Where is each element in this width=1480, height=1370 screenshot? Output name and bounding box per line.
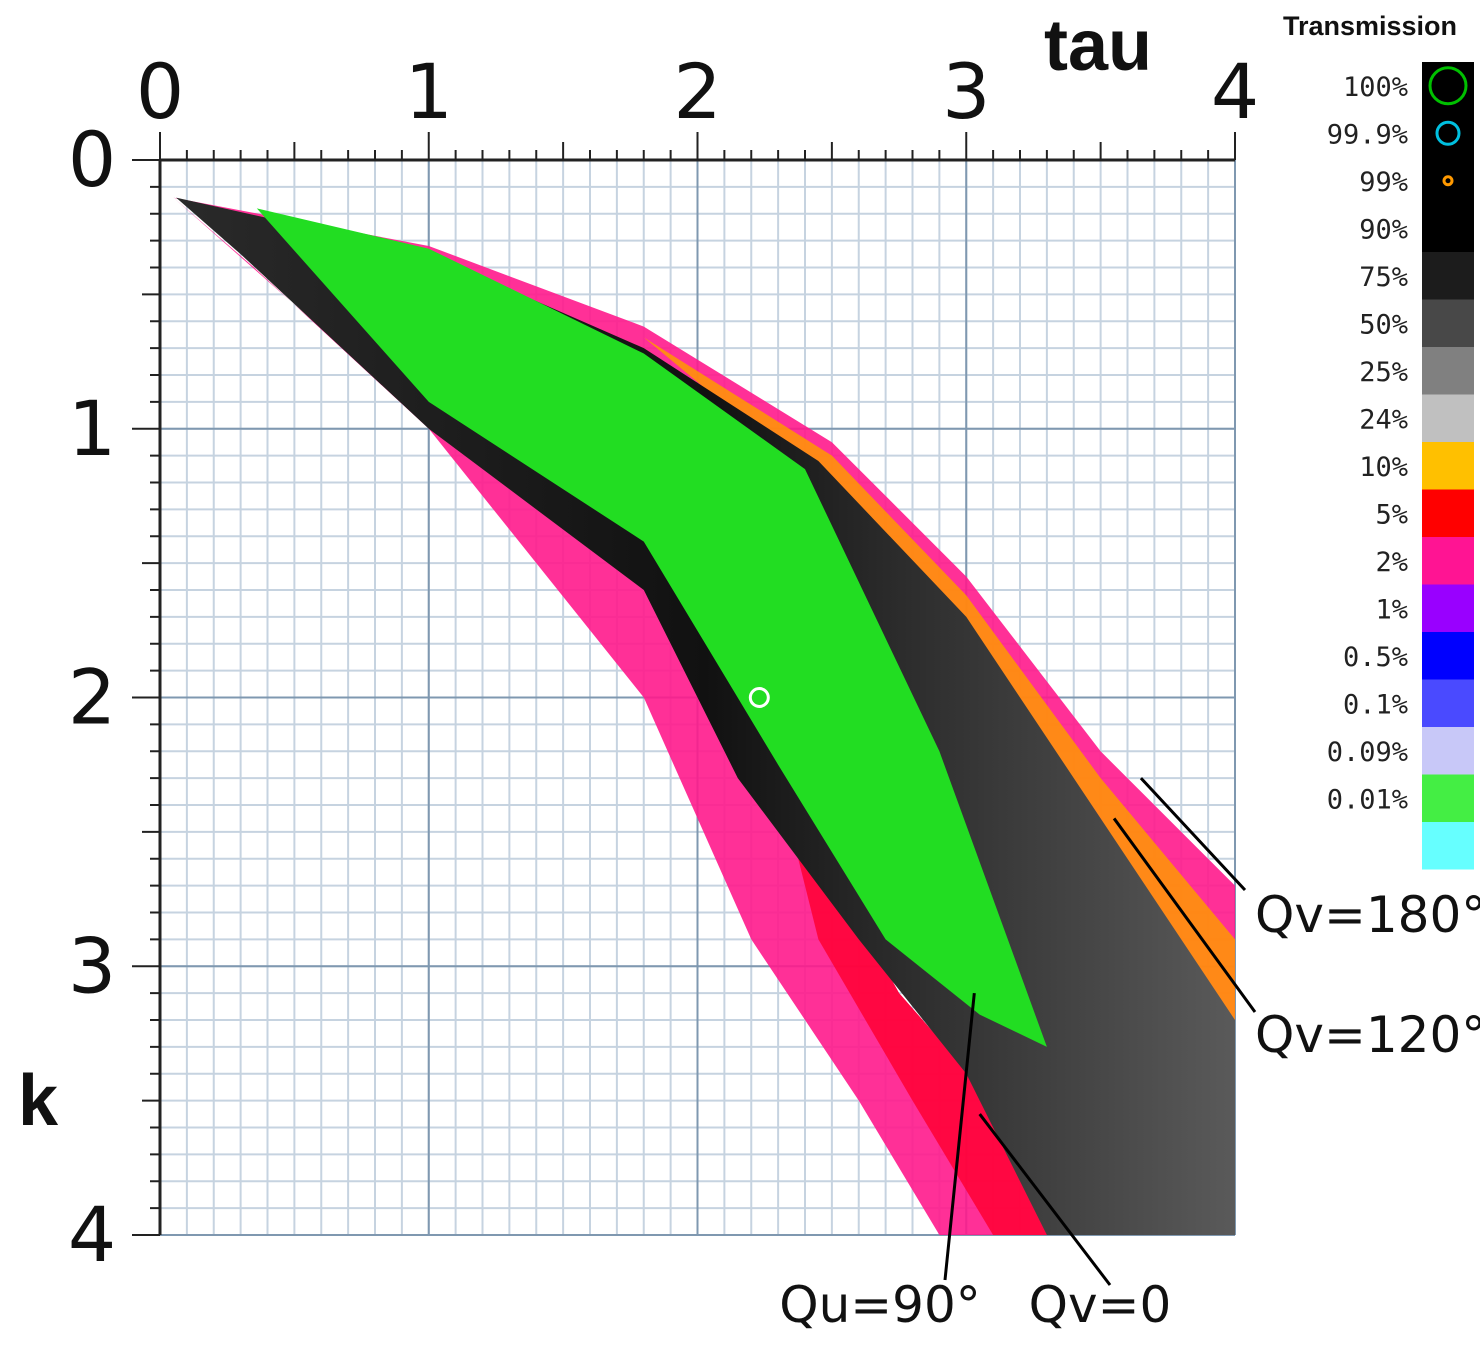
annotation-leader — [1112, 817, 1257, 1013]
legend-label: 10% — [1359, 452, 1408, 483]
legend-swatch — [1422, 489, 1474, 537]
legend-swatch — [1422, 584, 1474, 632]
legend-swatch — [1422, 822, 1474, 870]
x-tick-label: 3 — [942, 47, 990, 136]
marker-point — [748, 687, 770, 708]
annotation-label: Qv=180° — [1255, 886, 1480, 944]
legend-swatch — [1422, 204, 1474, 252]
annotation-leader — [978, 1113, 1112, 1286]
annotations: Qv=180° Qv=120° Qu=90° Qv=0 — [779, 777, 1480, 1334]
legend-label: 99.9% — [1327, 119, 1408, 150]
legend-swatch — [1422, 347, 1474, 395]
y-tick-label: 2 — [68, 653, 116, 742]
axes — [132, 132, 1236, 1236]
legend-marker — [1442, 175, 1454, 187]
x-ticks: 0 1 2 3 4 — [136, 47, 1259, 136]
annotation-leader — [943, 992, 976, 1281]
y-tick-label: 0 — [68, 115, 116, 204]
legend-label: 25% — [1359, 357, 1408, 388]
legend-marker — [1428, 66, 1468, 106]
x-tick-label: 1 — [405, 47, 453, 136]
y-tick-label: 1 — [68, 384, 116, 473]
legend-swatch — [1422, 252, 1474, 300]
annotation-label: Qv=120° — [1255, 1006, 1480, 1064]
legend-swatch — [1422, 157, 1474, 205]
legend-swatch — [1422, 632, 1474, 680]
annotation-label: Qu=90° — [779, 1276, 981, 1334]
band-green-100 — [256, 208, 1047, 1047]
legend-swatch — [1422, 442, 1474, 490]
legend-label: 100% — [1343, 72, 1408, 103]
x-axis-title: tau — [1044, 6, 1152, 86]
x-tick-label: 0 — [136, 47, 184, 136]
legend-title: Transmission — [1283, 11, 1457, 41]
legend-marker — [1435, 120, 1461, 146]
legend-label: 0.1% — [1343, 689, 1408, 720]
legend-label: 90% — [1359, 214, 1408, 245]
legend-swatch — [1422, 679, 1474, 727]
legend-swatch — [1422, 727, 1474, 775]
legend-label: 1% — [1375, 594, 1408, 625]
annotation-label: Qv=0 — [1029, 1276, 1172, 1334]
y-axis-title: k — [18, 1061, 59, 1141]
legend-label: 0.01% — [1327, 784, 1408, 815]
y-ticks: 0 1 2 3 4 — [68, 115, 116, 1279]
legend-label: 50% — [1359, 309, 1408, 340]
legend-swatch — [1422, 299, 1474, 347]
band-pink-upper — [173, 197, 1235, 1074]
legend-label: 0.5% — [1343, 642, 1408, 673]
x-tick-label: 2 — [673, 47, 721, 136]
legend-swatch — [1422, 774, 1474, 822]
legend-label: 0.09% — [1327, 737, 1408, 768]
legend-label: 5% — [1375, 499, 1408, 530]
legend: 100% 99.9% 99% 90% 75% 50% 25% 24% 10% 5% 2% 1% 0.5%… — [1327, 62, 1474, 870]
legend-swatch — [1422, 109, 1474, 157]
legend-swatch — [1422, 537, 1474, 585]
annotation-leader — [1139, 777, 1247, 892]
legend-label: 2% — [1375, 547, 1408, 578]
y-tick-label: 3 — [68, 921, 116, 1010]
legend-label: 99% — [1359, 167, 1408, 198]
legend-label: 75% — [1359, 262, 1408, 293]
heat-regions — [173, 197, 1236, 1236]
legend-swatch — [1422, 394, 1474, 442]
x-tick-label: 4 — [1211, 47, 1259, 136]
y-tick-label: 4 — [68, 1190, 116, 1279]
legend-label: 24% — [1359, 404, 1408, 435]
